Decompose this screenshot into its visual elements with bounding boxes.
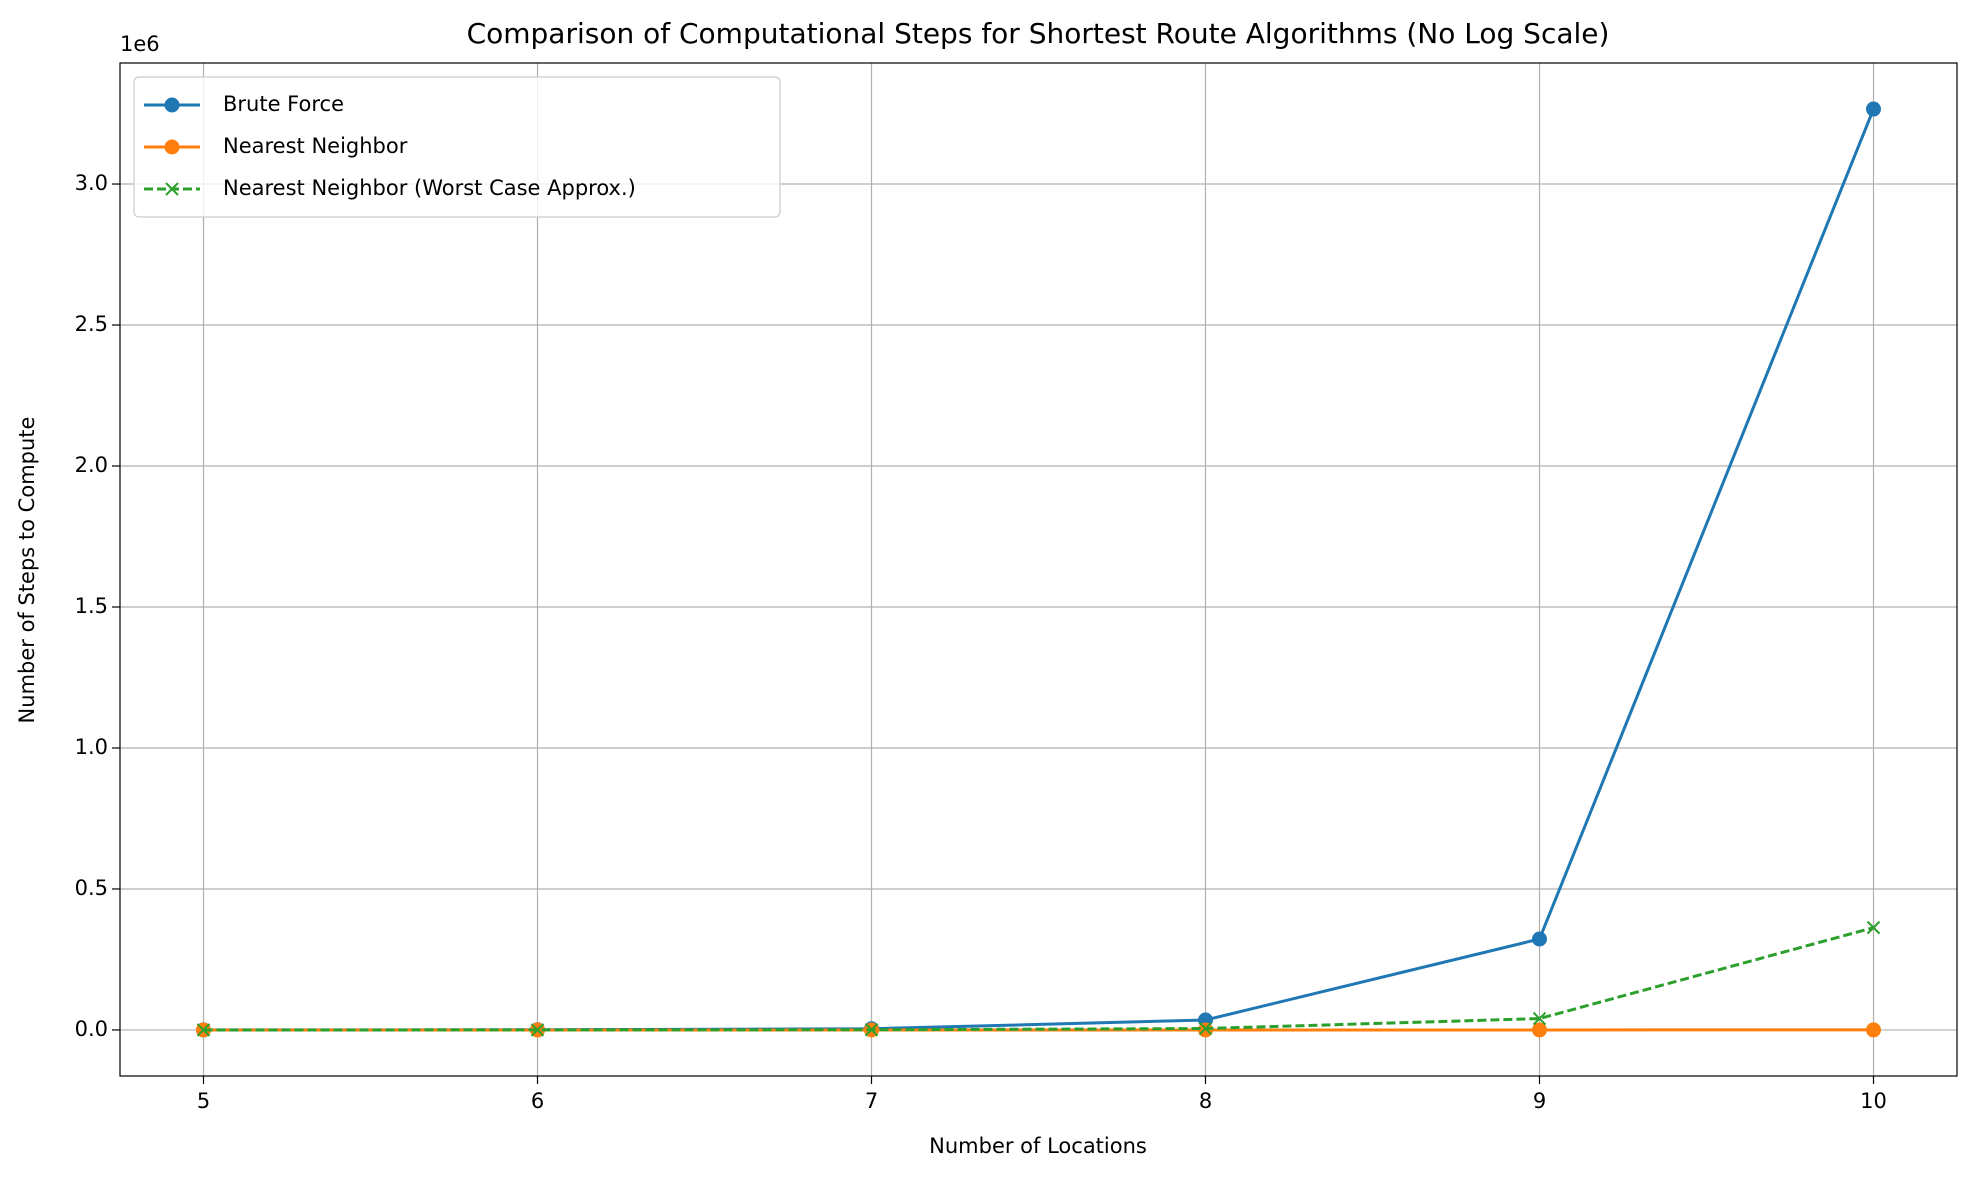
legend: Brute Force Nearest Neighbor Nearest Neigh…: [133, 76, 781, 218]
marker: [1532, 1022, 1547, 1038]
marker: [1198, 1021, 1213, 1036]
marker-stroke: [530, 1023, 545, 1037]
marker-stroke: [196, 1023, 211, 1037]
marker: [1866, 101, 1881, 117]
legend-label: Nearest Neighbor (Worst Case Approx.): [223, 176, 636, 200]
plot-frame: [119, 62, 1958, 1077]
y-tick-label: 1.0: [75, 735, 108, 759]
marker: [196, 1023, 211, 1037]
x-tick-label: 7: [865, 1089, 878, 1113]
marker: [1866, 920, 1881, 935]
x-tick-label: 10: [1860, 1089, 1887, 1113]
marker-stroke: [1866, 920, 1881, 935]
legend-marker: [165, 182, 179, 196]
marker: [1532, 931, 1547, 947]
marker-stroke: [1198, 1021, 1213, 1036]
marker-stroke: [864, 1023, 879, 1037]
y-tick-label: 2.5: [75, 312, 108, 336]
series-line: [203, 926, 1874, 1032]
y-axis-label: Number of Steps to Compute: [15, 417, 39, 724]
marker: [864, 1023, 879, 1037]
y-tick-label: 1.5: [75, 594, 108, 618]
marker: [530, 1023, 545, 1037]
legend-label: Nearest Neighbor: [223, 134, 408, 158]
legend-label: Brute Force: [223, 92, 344, 116]
x-tick-label: 9: [1533, 1089, 1546, 1113]
x-axis-label: Number of Locations: [929, 1134, 1147, 1158]
marker: [1866, 1022, 1881, 1038]
x-tick-label: 5: [197, 1089, 210, 1113]
legend-marker: [164, 139, 180, 155]
legend-box: [133, 76, 781, 218]
y-tick-label: 3.0: [75, 171, 108, 195]
y-tick-label: 2.0: [75, 453, 108, 477]
chart-title: Comparison of Computational Steps for Sh…: [467, 17, 1610, 50]
marker-stroke: [1532, 1011, 1547, 1026]
legend-marker: [164, 97, 180, 113]
y-tick-label: 0.0: [75, 1017, 108, 1041]
y-tick-label: 0.5: [75, 876, 108, 900]
x-tick-label: 8: [1199, 1089, 1212, 1113]
x-tick-label: 6: [531, 1089, 544, 1113]
marker: [1532, 1011, 1547, 1026]
y-offset-label: 1e6: [120, 32, 160, 56]
